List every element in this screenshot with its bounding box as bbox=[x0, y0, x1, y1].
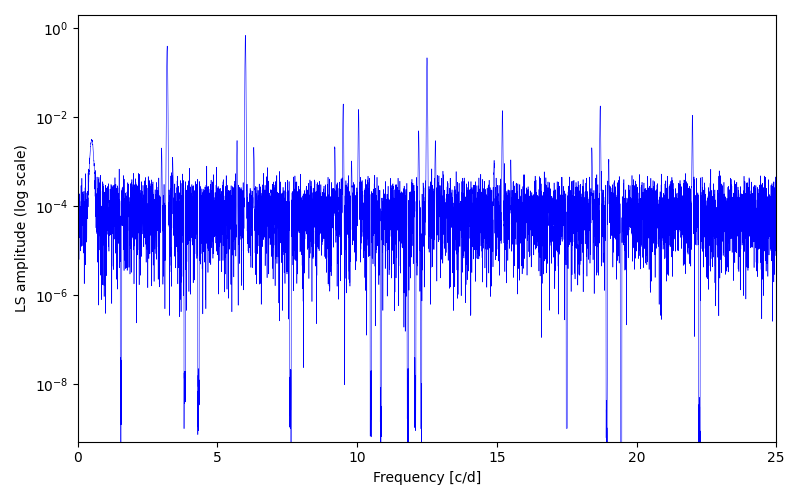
X-axis label: Frequency [c/d]: Frequency [c/d] bbox=[373, 471, 481, 485]
Y-axis label: LS amplitude (log scale): LS amplitude (log scale) bbox=[15, 144, 29, 312]
